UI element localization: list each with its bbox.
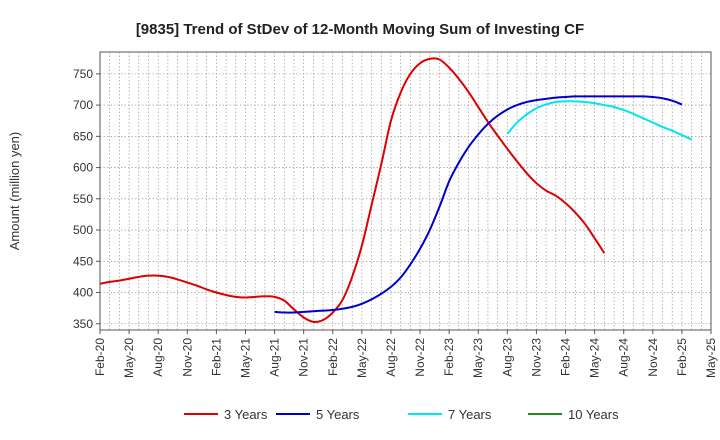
y-tick-label: 350 [73,317,93,331]
x-tick-label: May-25 [704,338,718,378]
x-tick-label: Aug-23 [500,338,514,377]
chart-title: [9835] Trend of StDev of 12-Month Moving… [136,21,584,38]
x-tick-label: Nov-23 [529,338,543,377]
y-axis-label: Amount (million yen) [7,132,22,251]
x-tick-label: Feb-20 [93,338,107,376]
legend-label-2: 5 Years [316,407,360,422]
series-line-3 [506,100,693,141]
x-tick-label: Feb-24 [559,338,573,376]
x-tick-label: May-22 [355,338,369,378]
y-tick-label: 650 [73,129,93,143]
x-tick-label: May-20 [122,338,136,378]
x-tick-label: Aug-21 [268,338,282,377]
x-tick-label: May-24 [588,338,602,378]
x-tick-label: Aug-22 [384,338,398,377]
x-tick-label: Nov-22 [413,338,427,377]
legend: 3 Years 5 Years 7 Years 10 Years [184,407,619,422]
y-tick-label: 400 [73,286,93,300]
series-line-1 [99,57,606,323]
series-line-2 [274,95,683,314]
x-tick-label: Nov-20 [180,338,194,377]
x-tick-label: Feb-23 [442,338,456,376]
grid [100,52,711,330]
x-tick-label: Aug-20 [151,338,165,377]
legend-label-1: 3 Years [224,407,268,422]
series-lines [99,57,693,323]
legend-label-4: 10 Years [568,407,619,422]
x-tick-label: May-23 [471,338,485,378]
x-tick-label: Feb-22 [326,338,340,376]
x-tick-label: Nov-21 [297,338,311,377]
y-tick-label: 450 [73,254,93,268]
x-tick-label: May-21 [238,338,252,378]
x-tick-label: Feb-25 [675,338,689,376]
y-tick-label: 700 [73,98,93,112]
y-tick-label: 550 [73,192,93,206]
y-tick-label: 600 [73,161,93,175]
x-tick-label: Nov-24 [646,338,660,377]
y-tick-label: 750 [73,67,93,81]
x-tick-label: Aug-24 [617,338,631,377]
plot-frame [99,51,712,331]
x-axis: Feb-20 May-20 Aug-20 Nov-20 Feb-21 May-21 Aug-… [93,330,718,378]
x-tick-label: Feb-21 [209,338,223,376]
y-tick-label: 500 [73,223,93,237]
legend-label-3: 7 Years [448,407,492,422]
y-axis: 350 400 450 500 550 600 650 700 750 [73,67,100,331]
